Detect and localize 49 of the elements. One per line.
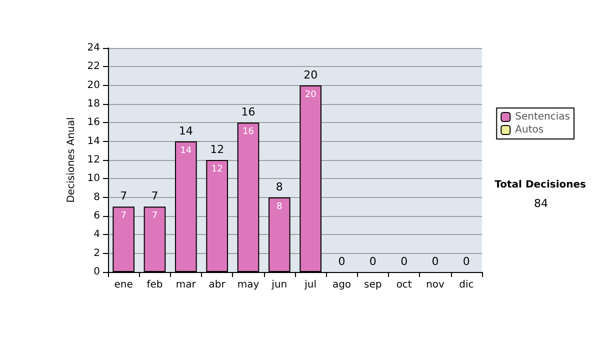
total-label: 7 [120,190,128,203]
x-tick-label: ene [114,280,133,290]
text: 84 [534,197,548,210]
x-tick-label: oct [396,280,412,290]
y-tick-label: 18 [87,98,100,110]
x-tick-label: dic [459,280,474,290]
y-tick-label: 24 [87,42,100,54]
total-label: 0 [432,255,439,268]
y-axis-title: Decisiones Anual [66,117,77,203]
data-label: 20 [304,90,317,100]
x-tick-label: jul [304,280,317,290]
y-tick-label: 2 [94,248,100,259]
data-label: 16 [242,127,254,138]
total-label: 7 [151,190,158,203]
data-label: 7 [152,211,158,222]
total-label: 12 [210,143,224,156]
y-tick-label: 10 [87,173,100,184]
y-tick-label: 12 [87,154,100,166]
x-tick-label: nov [426,280,445,290]
text: Total Decisiones [494,180,586,190]
y-tick-label: 4 [94,229,100,240]
x-tick-label: ago [332,280,352,290]
y-tick-label: 20 [87,80,100,91]
data-label: 7 [120,211,126,222]
y-tick-label: 0 [94,266,100,278]
data-label: 14 [180,146,192,156]
legend-label: Autos [515,124,544,136]
x-tick-label: mar [176,280,197,290]
total-label: 20 [304,68,318,82]
total-label: 0 [338,255,346,268]
y-tick-label: 6 [94,210,100,222]
y-tick-label: 14 [87,136,100,147]
total-label: 14 [178,124,193,138]
legend-label: Sentencias [515,112,570,122]
total-label: 0 [462,255,470,268]
y-tick-label: 16 [87,117,100,128]
total-label: 0 [369,255,376,268]
x-tick-label: abr [208,280,226,290]
total-label: 0 [400,255,408,268]
y-tick-label: 22 [87,61,100,72]
x-tick-label: jun [270,280,288,290]
data-label: 12 [211,164,223,174]
x-tick-label: feb [146,280,163,290]
x-tick-label: sep [364,280,382,290]
y-tick-label: 8 [94,192,100,203]
data-label: 8 [276,202,283,212]
total-label: 16 [241,106,256,119]
total-label: 8 [276,180,283,194]
x-tick-label: may [237,280,260,290]
